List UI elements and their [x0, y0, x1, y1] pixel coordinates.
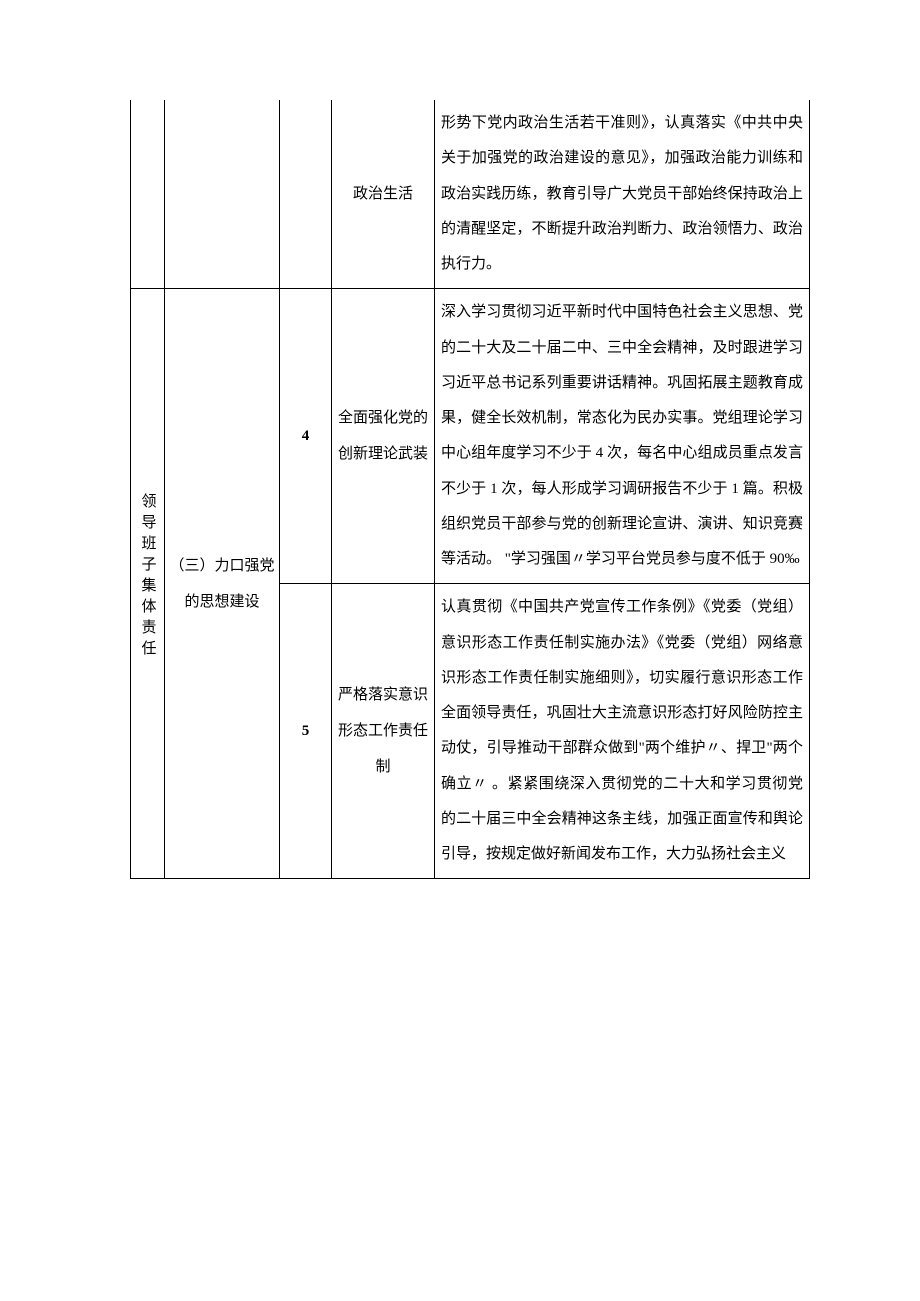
- cell-category: 领导班子集体责任: [131, 289, 165, 879]
- cell-subcategory: [165, 100, 280, 289]
- responsibility-table: 政治生活 形势下党内政治生活若干准则》，认真落实《中共中央关于加强党的政治建设的…: [130, 100, 810, 879]
- cell-description: 深入学习贯彻习近平新时代中国特色社会主义思想、党的二十大及二十届二中、三中全会精…: [435, 289, 810, 584]
- cell-index: 5: [280, 584, 332, 879]
- cell-subcategory: （三）力口强党的思想建设: [165, 289, 280, 879]
- cell-index: 4: [280, 289, 332, 584]
- cell-item-title: 严格落实意识形态工作责任制: [332, 584, 435, 879]
- cell-description: 认真贯彻《中国共产党宣传工作条例》《党委（党组）意识形态工作责任制实施办法》《党…: [435, 584, 810, 879]
- cell-index: [280, 100, 332, 289]
- cell-category: [131, 100, 165, 289]
- cell-description: 形势下党内政治生活若干准则》，认真落实《中共中央关于加强党的政治建设的意见》，加…: [435, 100, 810, 289]
- category-label: 领导班子集体责任: [139, 493, 157, 661]
- cell-item-title: 政治生活: [332, 100, 435, 289]
- table-row: 领导班子集体责任 （三）力口强党的思想建设 4 全面强化党的创新理论武装 深入学…: [131, 289, 810, 584]
- cell-item-title: 全面强化党的创新理论武装: [332, 289, 435, 584]
- table-row: 政治生活 形势下党内政治生活若干准则》，认真落实《中共中央关于加强党的政治建设的…: [131, 100, 810, 289]
